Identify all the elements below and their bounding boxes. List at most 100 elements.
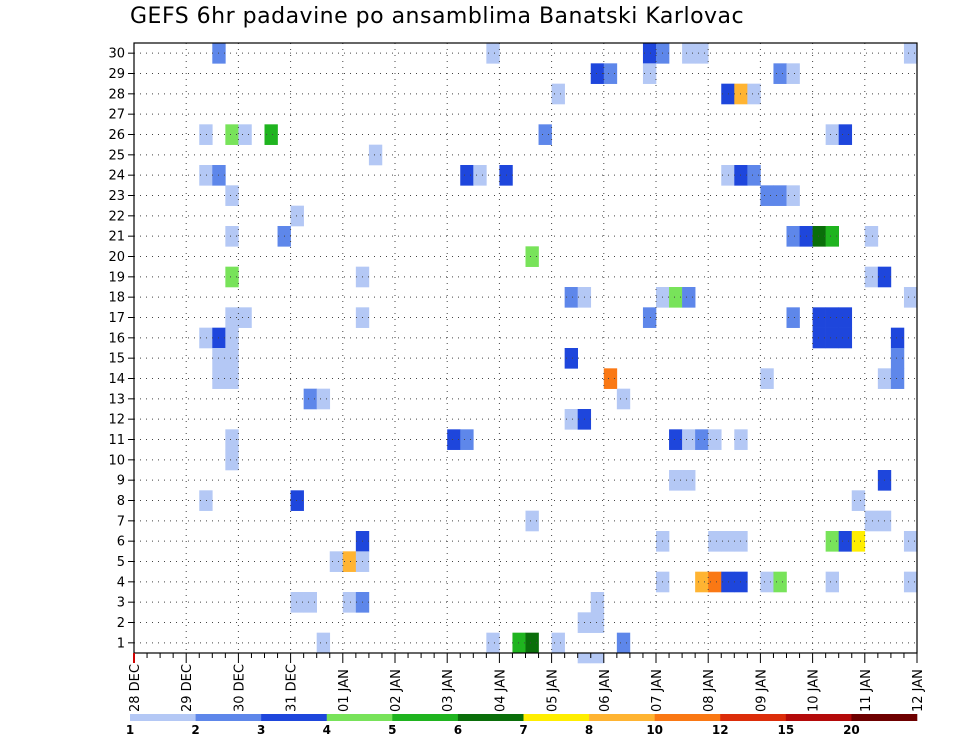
chart-title: GEFS 6hr padavine po ansamblima Banatski…	[130, 4, 745, 29]
data-cell	[786, 63, 800, 84]
y-tick-label: 24	[108, 169, 125, 184]
y-tick-label: 20	[108, 250, 125, 265]
data-cell	[825, 531, 839, 552]
colorbar-segment	[851, 714, 918, 721]
data-cell	[825, 226, 839, 247]
data-cell	[238, 124, 252, 145]
y-tick-label: 30	[108, 47, 125, 62]
data-cell	[225, 266, 239, 288]
colorbar-label: 6	[454, 723, 462, 737]
data-cell	[642, 63, 657, 84]
colorbar-label: 7	[519, 723, 527, 737]
data-cell	[890, 348, 905, 369]
data-cell	[825, 307, 839, 328]
data-cell	[460, 165, 474, 186]
colorbar-segment	[195, 714, 262, 721]
y-tick-label: 10	[108, 453, 125, 468]
y-tick-label: 6	[117, 535, 125, 550]
x-tick-label: 09 JAN	[754, 669, 769, 712]
data-cell	[486, 43, 500, 64]
y-tick-label: 27	[108, 108, 125, 123]
data-cell	[603, 368, 618, 389]
data-cell	[577, 653, 592, 664]
data-cell	[825, 327, 839, 349]
data-cell	[825, 124, 839, 145]
x-tick-label: 31 DEC	[285, 664, 300, 712]
data-cell	[225, 449, 239, 471]
colorbar-label: 5	[388, 723, 396, 737]
data-cell	[551, 632, 565, 654]
data-cell	[851, 490, 866, 511]
y-tick-label: 26	[108, 128, 125, 143]
data-cell	[342, 592, 357, 613]
colorbar-segment	[720, 714, 787, 721]
colorbar-label: 8	[585, 723, 593, 737]
y-tick-label: 19	[108, 270, 125, 285]
data-cell	[903, 43, 918, 64]
data-cell	[890, 327, 905, 349]
data-cell	[590, 592, 605, 613]
data-cell	[564, 348, 578, 369]
data-cell	[838, 124, 853, 145]
data-cell	[525, 632, 539, 654]
data-cell	[342, 551, 357, 572]
y-tick-label: 12	[108, 413, 125, 428]
data-cell	[199, 327, 213, 349]
colorbar-segment	[654, 714, 721, 721]
data-cell	[512, 632, 526, 654]
data-cell	[616, 632, 631, 654]
y-tick-label: 5	[117, 555, 125, 570]
x-tick-label: 12 JAN	[911, 669, 926, 712]
data-cell	[290, 490, 304, 511]
colorbar: 1 2 3 4 5 6 7 8 10 12 15 20	[126, 714, 918, 737]
colorbar-segment	[785, 714, 852, 721]
data-cell	[590, 63, 605, 84]
data-cell	[682, 429, 696, 450]
y-tick-label: 13	[108, 392, 125, 407]
data-cell	[851, 531, 866, 552]
data-cell	[669, 287, 683, 308]
x-tick-label: 01 JAN	[337, 669, 352, 712]
data-cell	[708, 531, 722, 552]
data-cell	[486, 632, 500, 654]
data-cell	[225, 348, 239, 369]
data-cell	[642, 307, 657, 328]
data-cell	[812, 226, 826, 247]
y-tick-label: 29	[108, 67, 125, 82]
data-cell	[864, 226, 879, 247]
y-tick-label: 15	[108, 352, 125, 367]
data-cell	[199, 490, 213, 511]
x-tick-label: 04 JAN	[493, 669, 508, 712]
data-cell	[264, 124, 278, 145]
colorbar-segment	[392, 714, 459, 721]
data-cell	[316, 632, 331, 654]
x-tick-label: 08 JAN	[702, 669, 717, 712]
data-cell	[290, 592, 304, 613]
data-cell	[812, 307, 826, 328]
data-cell	[525, 510, 539, 532]
data-cell	[721, 165, 735, 186]
data-cell	[773, 185, 787, 206]
y-tick-label: 17	[108, 311, 125, 326]
data-cell	[682, 43, 696, 64]
y-tick-label: 8	[117, 494, 125, 509]
colorbar-label: 10	[646, 723, 663, 737]
colorbar-label: 3	[257, 723, 265, 737]
x-tick-label: 30 DEC	[232, 664, 247, 712]
data-cell	[682, 287, 696, 308]
y-tick-label: 21	[108, 230, 125, 245]
colorbar-segment	[130, 714, 196, 721]
data-cell	[682, 470, 696, 491]
data-cell	[812, 327, 826, 349]
data-cell	[708, 571, 722, 593]
data-cell	[447, 429, 461, 450]
data-cell	[747, 83, 761, 105]
data-cell	[695, 571, 709, 593]
data-cell	[903, 287, 918, 308]
x-tick-label: 02 JAN	[389, 669, 404, 712]
x-tick-label: 05 JAN	[546, 669, 561, 712]
data-cell	[747, 165, 761, 186]
data-cell	[669, 429, 683, 450]
data-cell	[564, 287, 578, 308]
x-tick-label: 11 JAN	[859, 669, 874, 712]
